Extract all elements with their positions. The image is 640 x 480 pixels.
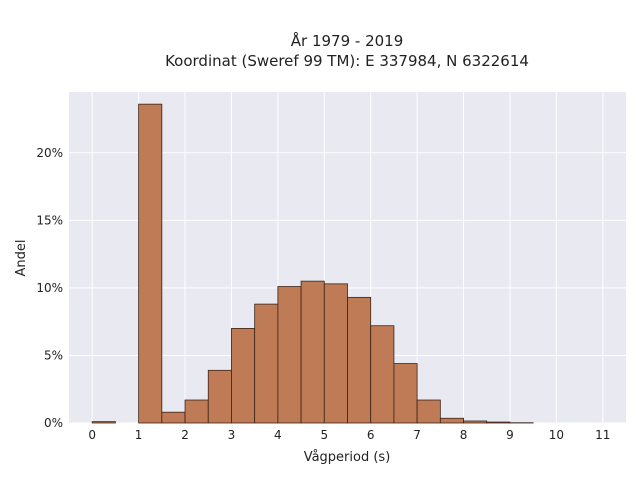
histogram-bar bbox=[439, 417, 464, 424]
chart-title-line2: Koordinat (Sweref 99 TM): E 337984, N 63… bbox=[165, 52, 529, 70]
y-axis-ticks: 0% 5% 10% 15% 20% bbox=[36, 146, 63, 430]
histogram-bar bbox=[323, 283, 348, 424]
x-tick-label: 2 bbox=[181, 428, 189, 442]
x-tick-label: 7 bbox=[413, 428, 421, 442]
x-tick-label: 3 bbox=[228, 428, 236, 442]
histogram-bar bbox=[254, 303, 279, 424]
y-axis-label: Andel bbox=[14, 240, 29, 277]
y-tick-label: 5% bbox=[44, 348, 63, 362]
x-tick-label: 0 bbox=[88, 428, 96, 442]
x-axis-label: Vågperiod (s) bbox=[304, 450, 391, 465]
y-tick-label: 20% bbox=[36, 146, 63, 160]
histogram-bar bbox=[393, 363, 418, 424]
x-tick-label: 1 bbox=[135, 428, 143, 442]
histogram-bar bbox=[416, 399, 441, 424]
x-tick-label: 11 bbox=[595, 428, 610, 442]
histogram-bar bbox=[486, 421, 511, 424]
histogram-bar bbox=[463, 420, 488, 424]
x-tick-label: 10 bbox=[549, 428, 564, 442]
histogram-bar bbox=[370, 325, 395, 424]
histogram-bar bbox=[231, 328, 256, 424]
x-axis-ticks: 0 1 2 3 4 5 6 7 8 9 10 11 bbox=[88, 428, 610, 442]
histogram-bar bbox=[184, 399, 209, 424]
histogram-bar bbox=[277, 286, 302, 424]
histogram-bar bbox=[161, 411, 186, 424]
histogram-bar bbox=[300, 280, 325, 424]
x-tick-label: 6 bbox=[367, 428, 375, 442]
x-tick-label: 5 bbox=[320, 428, 328, 442]
x-tick-label: 4 bbox=[274, 428, 282, 442]
histogram-bar bbox=[347, 296, 372, 424]
x-tick-label: 9 bbox=[506, 428, 514, 442]
histogram-bar bbox=[138, 103, 163, 424]
y-tick-label: 0% bbox=[44, 416, 63, 430]
y-tick-label: 10% bbox=[36, 281, 63, 295]
y-tick-label: 15% bbox=[36, 213, 63, 227]
histogram-bar bbox=[91, 421, 116, 424]
chart-title-line1: År 1979 - 2019 bbox=[291, 31, 404, 50]
x-tick-label: 8 bbox=[460, 428, 468, 442]
bars-group bbox=[91, 103, 534, 424]
histogram-bar bbox=[207, 369, 232, 424]
